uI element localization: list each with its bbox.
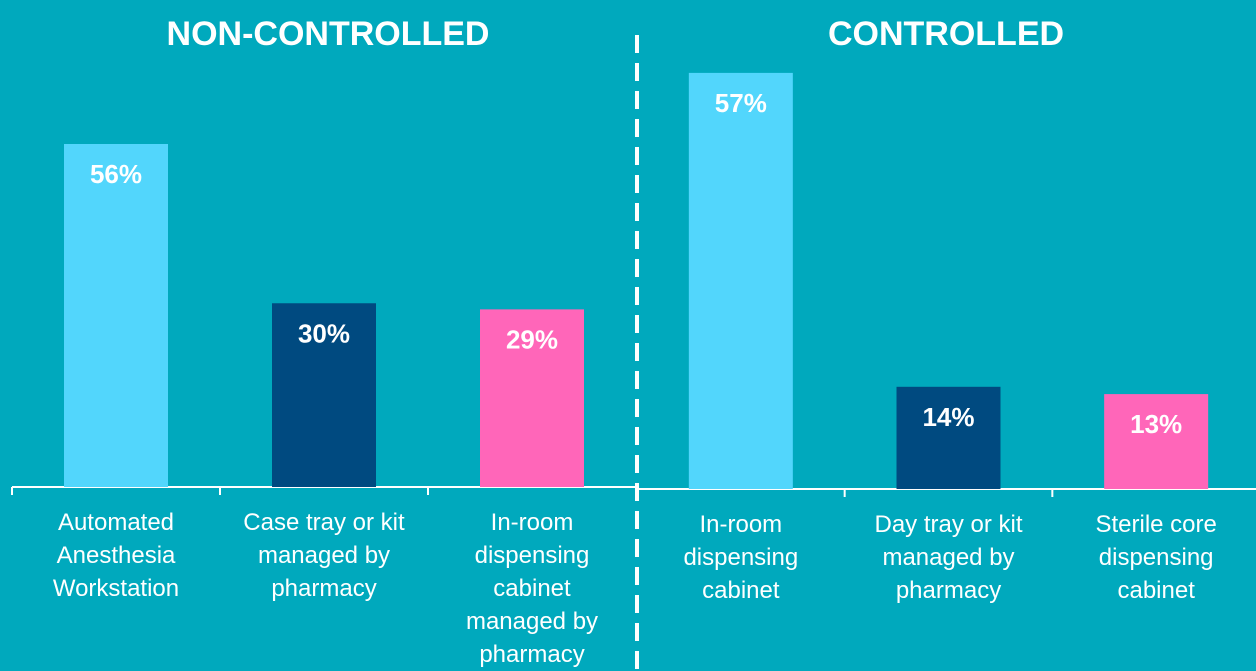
bar (896, 386, 1001, 489)
x-tick-label: Sterile core dispensing cabinet (1095, 511, 1216, 604)
value-label: 30% (298, 318, 350, 348)
value-label: 56% (90, 159, 142, 189)
value-label: 29% (506, 324, 558, 354)
chart-title: NON-CONTROLLED (167, 15, 490, 53)
x-tick-label: In-room dispensing cabinet managed by pharma… (466, 509, 598, 668)
bar (688, 72, 793, 490)
chart-title: CONTROLLED (828, 15, 1064, 53)
bar (480, 309, 584, 487)
x-tick-label: Day tray or kit managed by pharmacy (874, 511, 1022, 604)
bar (1104, 394, 1209, 489)
value-label: 13% (1130, 409, 1182, 439)
x-tick-label: In-room dispensing cabinet (683, 511, 798, 604)
value-label: 57% (715, 88, 767, 118)
value-label: 14% (922, 402, 974, 432)
x-tick-label: Automated Anesthesia Workstation (53, 509, 179, 602)
x-tick-label: Case tray or kit managed by pharmacy (243, 509, 405, 602)
bar (272, 303, 376, 487)
bar (64, 144, 168, 487)
